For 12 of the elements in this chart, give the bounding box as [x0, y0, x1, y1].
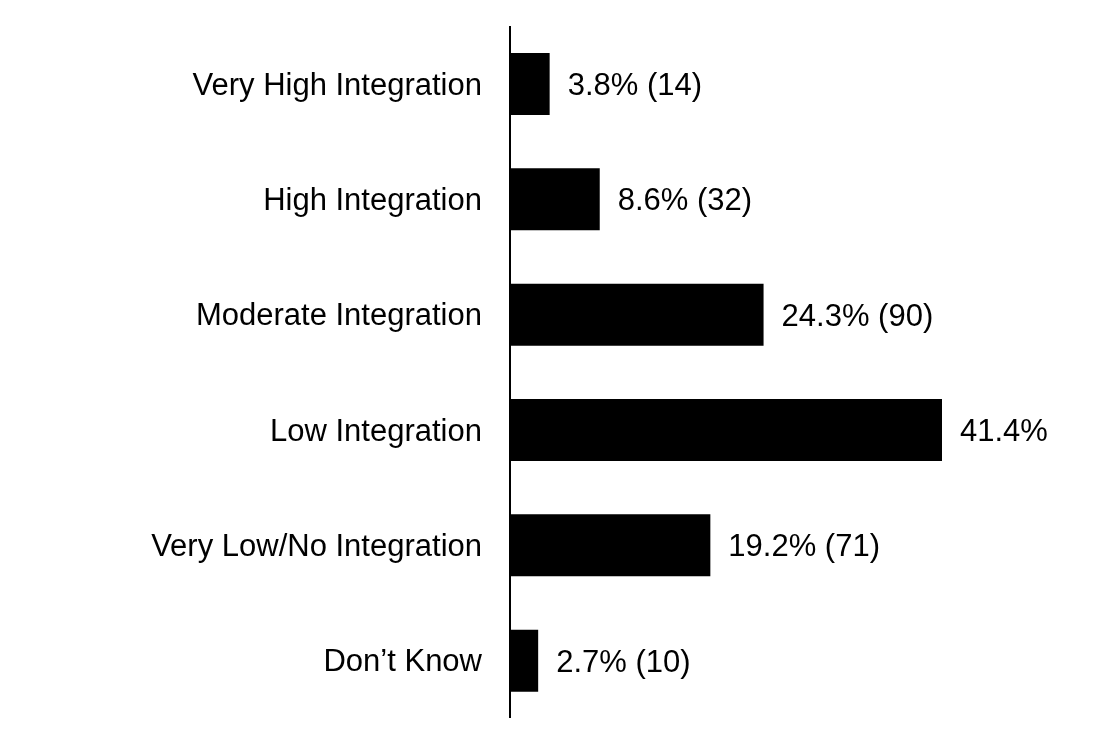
data-label: 24.3% (90) — [781, 297, 934, 333]
y-tick-label: High Integration — [263, 182, 482, 218]
data-label: 41.4% — [960, 413, 1048, 449]
data-label: 19.2% (71) — [728, 528, 880, 564]
y-tick-label: Very High Integration — [192, 66, 482, 102]
y-tick-label: Low Integration — [270, 412, 482, 448]
data-label: 3.8% (14) — [567, 67, 703, 102]
data-label: 2.7% (10) — [556, 643, 691, 679]
y-tick-label: Don’t Know — [323, 643, 483, 679]
data-label: 8.6% (32) — [617, 182, 753, 218]
y-tick-label: Very Low/No Integration — [151, 528, 482, 564]
y-tick-label: Moderate Integration — [195, 297, 482, 333]
